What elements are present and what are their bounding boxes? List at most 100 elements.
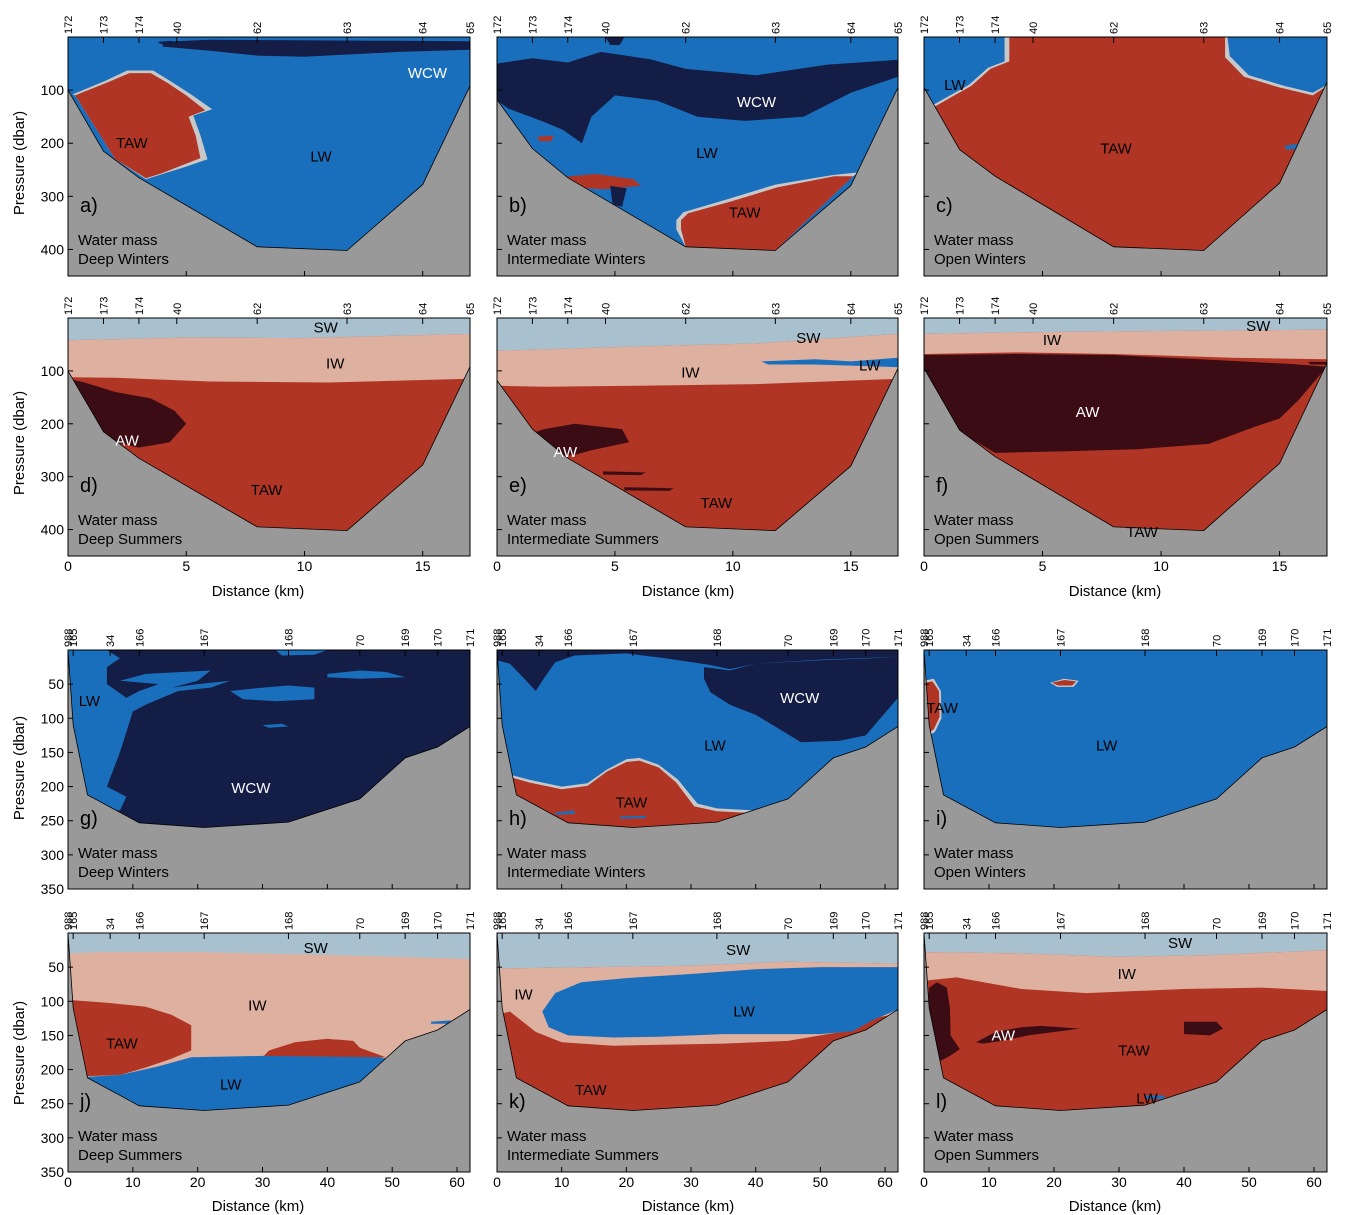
water-mass-label: LW <box>79 693 101 710</box>
station-label: 171 <box>1322 912 1334 930</box>
y-tick-label: 300 <box>41 188 65 204</box>
y-tick-label: 400 <box>41 241 65 257</box>
station-label: 168 <box>712 629 724 647</box>
x-tick-label: 40 <box>748 1174 764 1190</box>
y-tick-label: 300 <box>41 469 65 485</box>
x-tick-label: 10 <box>725 558 741 574</box>
water-mass-aw-region <box>924 354 1327 453</box>
water-mass-label: LW <box>704 738 726 755</box>
station-label: 173 <box>99 297 111 315</box>
station-label: 988 <box>919 912 931 930</box>
y-tick-label: 100 <box>41 82 65 98</box>
station-label: 70 <box>355 635 367 647</box>
x-tick-label: 60 <box>449 1174 465 1190</box>
x-tick-label: 15 <box>1272 558 1288 574</box>
water-mass-wcw-region <box>497 51 898 144</box>
seafloor-bathymetry <box>497 650 898 889</box>
x-tick-label: 5 <box>1039 558 1047 574</box>
x-tick-label: 10 <box>554 1174 570 1190</box>
station-label: 168 <box>284 912 296 930</box>
panel-e: 172 173 174 40 62 63 64 65 0 5 10 15 SW IW LW AW TAW e) Wa… <box>492 297 905 574</box>
station-label: 166 <box>563 629 575 647</box>
station-label: 167 <box>628 629 640 647</box>
panel-letter: f) <box>936 475 948 497</box>
x-tick-label: 30 <box>1111 1174 1127 1190</box>
station-label: 165 <box>924 912 936 930</box>
water-mass-label: TAW <box>616 794 648 811</box>
water-mass-lw-region <box>542 967 898 1038</box>
water-mass-lw-region <box>619 815 646 819</box>
station-label: 63 <box>770 22 782 34</box>
water-mass-label: WCW <box>780 690 820 707</box>
x-tick-label: 50 <box>1241 1174 1257 1190</box>
water-mass-label: WCW <box>231 780 271 797</box>
water-mass-sw-region <box>68 318 470 341</box>
water-mass-label: LW <box>696 145 718 162</box>
panel-b: 172 173 174 40 62 63 64 65 WCW LW TAW b) Water mass I… <box>492 16 905 277</box>
station-label: 173 <box>99 16 111 34</box>
water-mass-sw-region <box>924 318 1327 334</box>
station-label: 169 <box>400 912 412 930</box>
y-tick-label: 250 <box>41 1096 65 1112</box>
station-label: 40 <box>601 303 613 315</box>
x-tick-label: 10 <box>125 1174 141 1190</box>
water-mass-lw-region <box>327 670 406 679</box>
water-mass-lw-region <box>431 1020 451 1024</box>
water-mass-label: LW <box>1096 738 1118 755</box>
x-tick-label: 60 <box>877 1174 893 1190</box>
panel-annotation-line1: Water mass <box>78 845 157 862</box>
seafloor-bathymetry <box>68 933 470 1172</box>
plot-frame <box>67 649 471 890</box>
water-mass-sw-region <box>924 933 1327 957</box>
x-axis-label-col3-bottom: Distance (km) <box>1069 1198 1162 1215</box>
station-label: 168 <box>1140 629 1152 647</box>
panel-letter: l) <box>936 1091 947 1113</box>
panel-a: 172 173 174 40 62 63 64 65 100 200 300 400 WCW TAW LW a… <box>41 16 477 277</box>
y-tick-label: 100 <box>41 363 65 379</box>
water-mass-label: AW <box>1076 404 1100 421</box>
water-mass-label: SW <box>1168 935 1193 952</box>
panel-letter: i) <box>936 808 947 830</box>
water-mass-label: TAW <box>729 204 761 221</box>
station-label: 63 <box>342 22 354 34</box>
station-label: 63 <box>770 303 782 315</box>
water-mass-label: TAW <box>106 1036 138 1053</box>
station-label: 64 <box>846 303 858 315</box>
station-label: 63 <box>342 303 354 315</box>
station-label: 34 <box>961 635 973 647</box>
water-mass-sw-region <box>68 933 470 959</box>
water-mass-label: TAW <box>1118 1042 1150 1059</box>
station-label: 988 <box>492 629 504 647</box>
station-label: 34 <box>105 635 117 647</box>
water-mass-label: IW <box>248 997 267 1014</box>
panel-annotation-line2: Deep Summers <box>78 1147 182 1164</box>
plot-frame <box>496 649 899 890</box>
panel-letter: e) <box>509 475 527 497</box>
water-mass-label: TAW <box>1100 141 1132 158</box>
x-tick-label: 30 <box>255 1174 271 1190</box>
panel-annotation-line1: Water mass <box>507 845 586 862</box>
station-label: 171 <box>465 629 477 647</box>
station-label: 62 <box>252 303 264 315</box>
plot-frame <box>496 932 899 1173</box>
panel-annotation-line2: Intermediate Summers <box>507 531 659 548</box>
station-label: 988 <box>919 629 931 647</box>
seafloor-bathymetry <box>497 368 898 556</box>
station-label: 165 <box>68 629 80 647</box>
station-label: 62 <box>1109 22 1121 34</box>
station-label: 174 <box>134 297 146 315</box>
panel-group: 172 173 174 40 62 63 64 65100200300400WCWTAWLWa… <box>41 16 1334 1190</box>
y-axis-label-bottom: Pressure (dbar) <box>11 716 28 820</box>
panel-d: 172 173 174 40 62 63 64 65 0 5 10 15 100 200 300 400 SW I… <box>41 297 477 574</box>
panel-c: 172 173 174 40 62 63 64 65 LW TAW c) Water mass Open… <box>919 16 1334 277</box>
seafloor-bathymetry <box>497 933 898 1172</box>
water-mass-taw-region <box>537 135 554 142</box>
x-tick-label: 0 <box>64 558 72 574</box>
water-mass-lw-region <box>230 685 315 702</box>
station-label: 167 <box>199 629 211 647</box>
water-mass-aw-region <box>1308 361 1327 365</box>
water-mass-wcw-region <box>157 40 175 44</box>
x-tick-label: 30 <box>683 1174 699 1190</box>
water-mass-lw-region <box>924 37 1005 106</box>
